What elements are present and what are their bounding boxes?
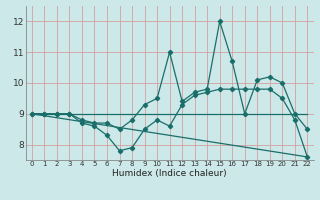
X-axis label: Humidex (Indice chaleur): Humidex (Indice chaleur): [112, 169, 227, 178]
